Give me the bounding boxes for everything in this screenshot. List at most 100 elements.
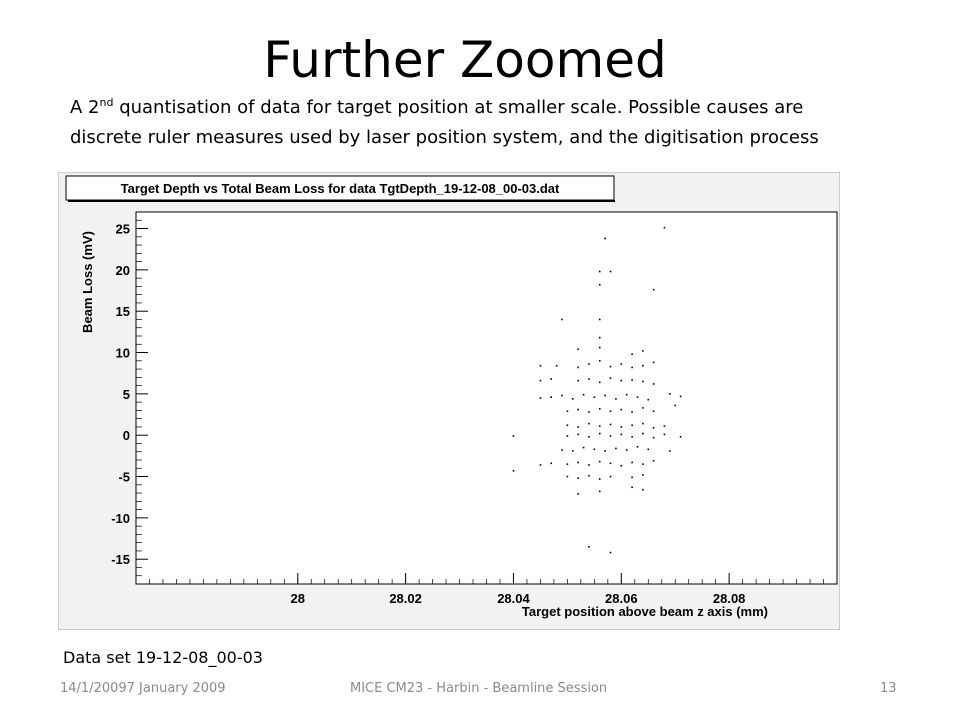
data-point xyxy=(577,493,579,495)
data-point xyxy=(598,381,601,384)
data-point xyxy=(582,393,585,396)
data-point xyxy=(561,318,563,321)
footer-session: MICE CM23 - Harbin - Beamline Session xyxy=(350,681,608,696)
data-point xyxy=(512,435,515,437)
data-point xyxy=(620,379,623,382)
data-point xyxy=(577,348,579,351)
data-point xyxy=(571,450,574,452)
data-point xyxy=(582,446,585,449)
data-point xyxy=(642,380,644,383)
slide-description: A 2nd quantisation of data for target po… xyxy=(70,93,930,153)
data-point xyxy=(631,436,633,438)
data-point xyxy=(615,398,617,400)
data-point xyxy=(593,448,596,451)
data-point xyxy=(669,393,671,395)
data-point xyxy=(598,318,601,321)
data-point xyxy=(620,363,623,365)
data-point xyxy=(577,433,579,436)
data-point xyxy=(588,363,590,365)
x-tick-label: 28.02 xyxy=(389,591,422,606)
x-tick-label: 28.04 xyxy=(497,591,530,606)
chart-svg: Target Depth vs Total Beam Loss for data… xyxy=(57,171,841,631)
data-point xyxy=(669,450,671,452)
data-point xyxy=(577,408,579,411)
data-point xyxy=(604,450,606,452)
footer-date: 14/1/20097 January 2009 xyxy=(60,681,226,696)
data-point xyxy=(577,426,579,428)
data-point xyxy=(609,270,612,273)
description-prefix: A 2 xyxy=(70,97,100,118)
data-point xyxy=(620,408,623,411)
data-point xyxy=(679,395,682,398)
data-point xyxy=(561,394,563,397)
data-points xyxy=(512,226,682,554)
data-point xyxy=(609,551,612,554)
data-point xyxy=(539,397,542,399)
data-point xyxy=(588,411,590,413)
description-line-1: A 2nd quantisation of data for target po… xyxy=(70,93,930,123)
data-point xyxy=(593,396,596,398)
data-point xyxy=(642,463,644,465)
data-point xyxy=(620,426,623,428)
footer-page-number: 13 xyxy=(880,681,897,696)
data-point xyxy=(550,396,553,398)
data-point xyxy=(652,436,655,439)
data-point xyxy=(615,447,617,450)
y-tick-label: 20 xyxy=(116,263,130,278)
data-point xyxy=(598,478,601,480)
data-point xyxy=(550,462,553,465)
x-axis: 28 28.02 28.04 28.06 28.08 xyxy=(135,573,838,606)
data-point xyxy=(663,425,666,427)
data-point xyxy=(588,546,590,548)
data-point xyxy=(588,378,590,380)
data-point xyxy=(652,426,655,429)
y-tick-label: -10 xyxy=(111,511,130,526)
data-point xyxy=(631,476,633,479)
y-tick-label: 25 xyxy=(116,222,130,237)
data-point xyxy=(566,475,569,478)
data-point xyxy=(598,425,601,427)
data-point xyxy=(598,270,601,273)
data-point xyxy=(588,436,590,438)
data-point xyxy=(555,364,558,367)
y-tick-label: -5 xyxy=(118,470,130,485)
data-point xyxy=(577,477,579,479)
data-point xyxy=(609,475,612,478)
data-point xyxy=(604,394,606,397)
data-point xyxy=(647,448,650,451)
y-axis-label: Beam Loss (mV) xyxy=(80,231,95,333)
data-point xyxy=(631,353,633,355)
data-point xyxy=(631,424,633,427)
data-point xyxy=(636,445,639,448)
data-point xyxy=(620,433,623,436)
data-point xyxy=(598,432,601,435)
x-tick-label: 28 xyxy=(291,591,305,606)
x-axis-label: Target position above beam z axis (mm) xyxy=(522,604,768,619)
data-point xyxy=(577,366,579,369)
data-point xyxy=(631,486,633,489)
data-point xyxy=(598,490,601,493)
data-point xyxy=(631,411,633,413)
data-point xyxy=(625,393,628,396)
data-point xyxy=(566,463,569,465)
data-point xyxy=(598,460,601,463)
slide-title: Further Zoomed xyxy=(263,31,667,89)
data-point xyxy=(577,461,579,464)
description-line-1-rest: quantisation of data for target position… xyxy=(113,97,804,118)
data-point xyxy=(598,283,601,286)
data-point xyxy=(609,423,612,426)
data-point xyxy=(663,433,666,436)
plot-area xyxy=(135,211,838,585)
data-point xyxy=(598,360,601,362)
y-tick-label: 5 xyxy=(123,387,130,402)
y-tick-label: 15 xyxy=(116,304,130,319)
data-point xyxy=(642,488,644,491)
data-point xyxy=(652,410,655,413)
data-point xyxy=(636,396,639,398)
data-point xyxy=(625,449,628,451)
x-tick-label: 28.06 xyxy=(605,591,638,606)
data-point xyxy=(674,404,677,407)
data-point xyxy=(642,432,644,435)
chart-title-box xyxy=(65,175,615,201)
data-point xyxy=(609,462,612,465)
